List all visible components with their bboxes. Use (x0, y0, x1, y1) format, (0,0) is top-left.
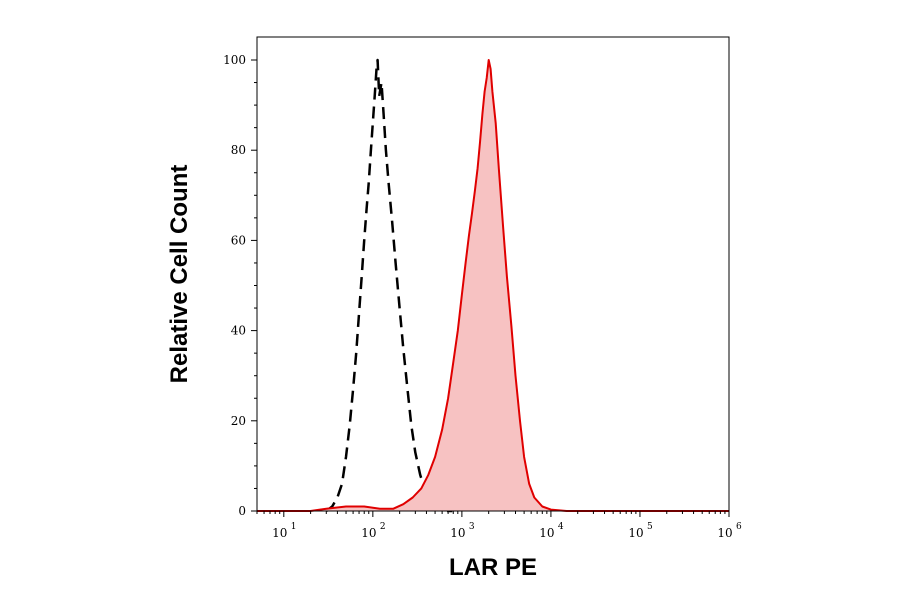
x-tick-exponent-1e5: 5 (647, 522, 653, 532)
plot-layer (257, 58, 729, 513)
series-1-line (257, 59, 729, 512)
y-tick-label-40: 40 (231, 324, 246, 338)
x-tick-label-1e6: 10 (717, 526, 732, 540)
x-tick-exponent-1e2: 2 (380, 522, 386, 532)
y-tick-label-20: 20 (231, 414, 246, 428)
x-tick-exponent-1e6: 6 (736, 522, 742, 532)
x-tick-label-1e3: 10 (450, 526, 465, 540)
x-tick-label-1e4: 10 (539, 526, 554, 540)
x-tick-label-1e2: 10 (361, 526, 376, 540)
y-tick-label-80: 80 (231, 143, 246, 157)
x-tick-exponent-1e3: 3 (469, 522, 475, 532)
y-tick-label-0: 0 (238, 504, 246, 518)
y-axis-title: Relative Cell Count (166, 165, 193, 384)
y-tick-label-100: 100 (223, 53, 246, 67)
series-0-line (325, 58, 453, 513)
x-tick-label-1e5: 10 (628, 526, 643, 540)
plot-frame (256, 36, 730, 512)
x-axis-title: LAR PE (449, 554, 537, 581)
x-tick-exponent-1e4: 4 (558, 522, 564, 532)
series-1-fill (257, 60, 729, 511)
axis-layer: 0 20 40 60 80 100 10 1 10 2 10 3 10 4 10 5 10 6 (223, 53, 742, 540)
x-tick-label-1e1: 10 (272, 526, 287, 540)
y-tick-label-60: 60 (231, 233, 246, 247)
x-tick-exponent-1e1: 1 (291, 522, 297, 532)
